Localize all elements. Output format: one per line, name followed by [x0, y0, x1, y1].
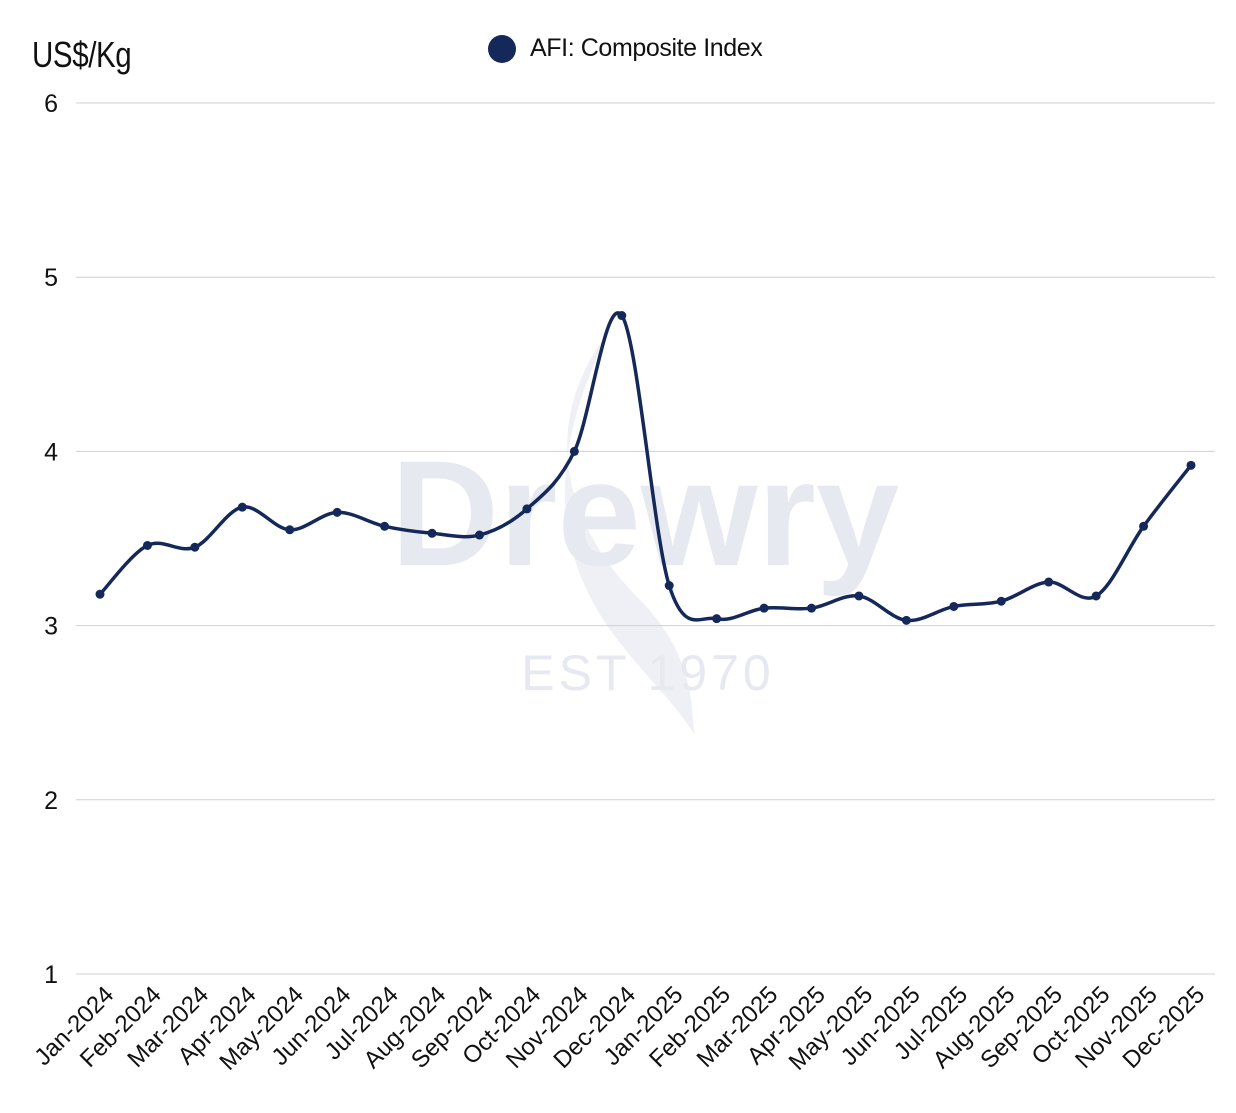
data-point — [569, 446, 579, 456]
data-point — [285, 525, 295, 535]
data-point — [854, 591, 864, 601]
data-point — [617, 311, 627, 321]
series-group — [95, 311, 1196, 625]
y-tick-label: 2 — [44, 787, 58, 815]
y-tick-label: 3 — [44, 613, 58, 641]
data-point — [901, 615, 911, 625]
data-point — [190, 542, 200, 552]
data-point — [332, 507, 342, 517]
data-point — [142, 540, 152, 550]
y-tick-label: 6 — [44, 90, 58, 118]
data-point — [759, 603, 769, 613]
data-point — [712, 614, 722, 624]
y-axis-unit-label: US$/Kg — [32, 34, 132, 75]
legend-label: AFI: Composite Index — [530, 34, 763, 62]
y-tick-label: 5 — [44, 264, 58, 292]
legend: AFI: Composite Index — [488, 34, 763, 63]
data-point — [664, 581, 674, 591]
data-point — [95, 589, 105, 599]
data-point — [380, 521, 390, 531]
data-point — [237, 502, 247, 512]
data-point — [1091, 591, 1101, 601]
data-point — [1044, 577, 1054, 587]
watermark: Drewry EST 1970 — [391, 330, 900, 735]
data-point — [996, 596, 1006, 606]
watermark-tagline: EST 1970 — [521, 645, 774, 701]
y-tick-label: 1 — [44, 961, 58, 989]
data-point — [427, 528, 437, 538]
watermark-brand: Drewry — [391, 429, 900, 597]
watermark-flame-shape — [564, 330, 695, 735]
y-tick-label: 4 — [44, 438, 58, 466]
data-point — [949, 601, 959, 611]
data-point — [807, 603, 817, 613]
y-axis: 1 2 3 4 5 6 — [44, 90, 58, 989]
legend-marker — [488, 34, 516, 63]
x-axis: Jan-2024Feb-2024Mar-2024Apr-2024May-2024… — [29, 981, 1210, 1076]
data-point — [1186, 460, 1196, 470]
data-point — [522, 504, 532, 514]
data-point — [1139, 521, 1149, 531]
data-point — [474, 530, 484, 540]
